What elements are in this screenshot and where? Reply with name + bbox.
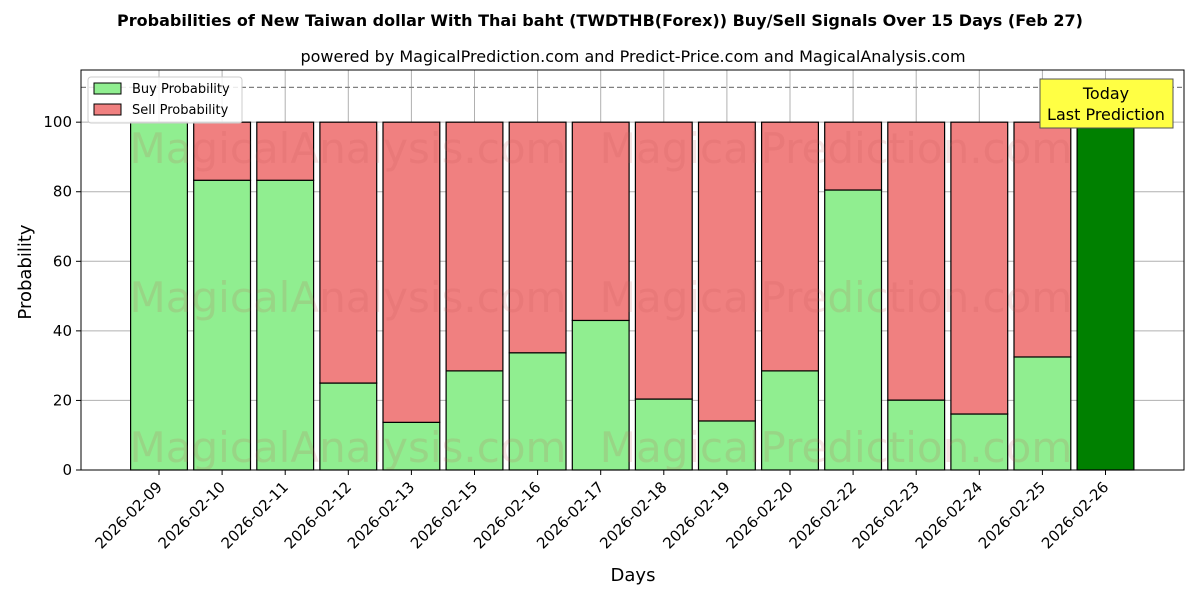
buy-bar [697,420,756,471]
y-tick-label: 20 [53,391,72,409]
x-ticks: 2026-02-092026-02-102026-02-112026-02-12… [91,470,1112,552]
x-tick-label: 2026-02-18 [596,478,670,552]
sell-bar [193,121,252,181]
today-box [1039,78,1174,129]
x-tick-label: 2026-02-13 [344,478,418,552]
buy-bar [1076,121,1135,471]
today-label: Last Prediction [1047,105,1165,124]
watermark-text: MagicalPrediction.com [600,124,1073,173]
watermark-text: MagicalPrediction.com [600,273,1073,322]
legend-box [87,76,243,124]
legend-swatch [93,82,122,95]
sell-bar [887,121,946,401]
x-tick-label: 2026-02-26 [1038,478,1112,552]
y-axis-label: Probability [15,224,36,319]
legend: Buy Probability Sell Probability [87,76,243,124]
sell-bar [760,121,819,372]
x-tick-label: 2026-02-17 [533,478,607,552]
watermarks: MagicalAnalysis.com MagicalPrediction.com… [130,124,1073,472]
x-tick-label: 2026-02-19 [659,478,733,552]
sell-bar [445,121,504,372]
today-annotation: Today Last Prediction [1039,78,1174,129]
buy-bar [571,319,630,471]
buy-bar [1013,356,1072,471]
axes [80,69,1185,471]
x-tick-label: 2026-02-20 [722,478,796,552]
watermark-text: MagicalAnalysis.com [130,423,567,472]
chart-title: Probabilities of New Taiwan dollar With … [117,11,1083,30]
x-tick-label: 2026-02-25 [975,478,1049,552]
sell-bar [508,121,567,354]
y-ticks: 0 20 40 60 80 100 [43,113,81,479]
x-tick-label: 2026-02-16 [470,478,544,552]
y-tick-label: 40 [53,322,72,340]
sell-bar [571,121,630,322]
sell-bar [697,121,756,422]
legend-label: Sell Probability [132,103,229,118]
x-tick-label: 2026-02-15 [407,478,481,552]
sell-bar [634,121,693,400]
legend-swatch [93,103,122,116]
plot-frame [80,69,1185,471]
buy-bar [950,413,1009,471]
buy-bar [319,382,378,471]
watermark-text: MagicalAnalysis.com [130,124,567,173]
x-tick-label: 2026-02-23 [849,478,923,552]
today-label: Today [1082,84,1129,103]
sell-bar [319,121,378,384]
buy-bar [634,398,693,471]
y-tick-label: 60 [53,252,72,270]
sell-bar [382,121,441,423]
x-axis-label: Days [611,565,656,586]
watermark-text: MagicalAnalysis.com [130,273,567,322]
legend-label: Buy Probability [132,82,230,97]
y-tick-label: 80 [53,183,72,201]
y-tick-label: 100 [43,113,72,131]
x-tick-label: 2026-02-22 [786,478,860,552]
sell-bar [824,121,883,191]
bars [130,121,1135,471]
watermark-text: MagicalPrediction.com [600,423,1073,472]
buy-bar [508,352,567,471]
sell-bar [256,121,315,181]
x-tick-label: 2026-02-09 [91,478,165,552]
buy-bar [760,370,819,471]
x-tick-label: 2026-02-12 [281,478,355,552]
y-tick-label: 0 [62,461,72,479]
x-tick-label: 2026-02-10 [155,478,229,552]
x-tick-label: 2026-02-11 [218,478,292,552]
buy-bar [824,189,883,471]
sell-bar [950,121,1009,415]
buy-bar [887,399,946,471]
x-tick-label: 2026-02-24 [912,478,986,552]
chart-subtitle: powered by MagicalPrediction.com and Pre… [300,47,965,66]
